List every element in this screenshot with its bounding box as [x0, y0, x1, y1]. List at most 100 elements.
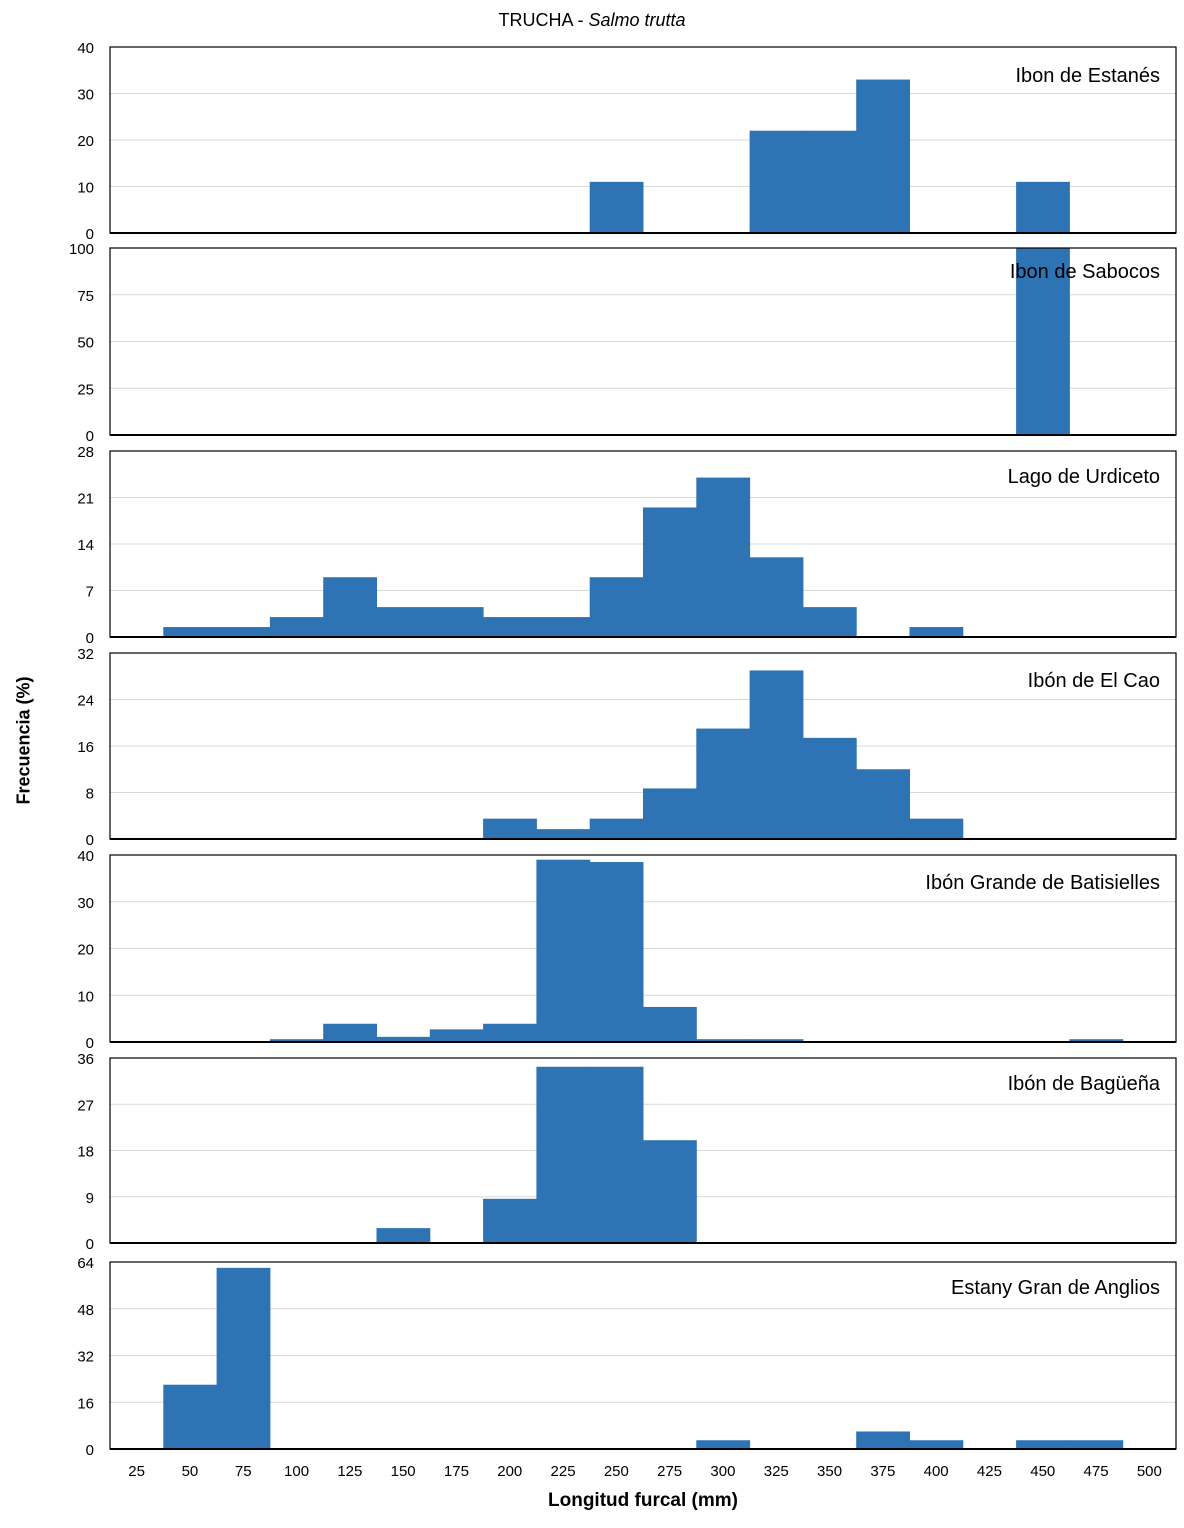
bar	[749, 557, 804, 637]
panel-label: Ibon de Sabocos	[1010, 261, 1160, 283]
bar	[696, 477, 751, 637]
bar	[323, 1023, 377, 1042]
y-tick-label: 32	[77, 646, 94, 663]
y-tick-label: 75	[77, 288, 94, 305]
x-tick-label: 225	[551, 1463, 576, 1480]
x-tick-label: 500	[1137, 1463, 1162, 1480]
x-tick-label: 250	[604, 1463, 629, 1480]
bar	[749, 1039, 804, 1042]
x-tick-label: 300	[710, 1463, 735, 1480]
y-axis-label: Frecuencia (%)	[13, 676, 34, 805]
bar	[376, 1036, 431, 1042]
bar	[376, 607, 431, 637]
bar	[483, 617, 537, 637]
bar	[589, 1066, 644, 1243]
bar	[856, 1431, 910, 1449]
chart-title: TRUCHA - Salmo trutta	[0, 10, 1184, 31]
bar	[536, 1066, 591, 1243]
bar	[909, 627, 964, 637]
y-tick-label: 0	[86, 1442, 94, 1459]
bar	[589, 181, 644, 233]
y-tick-label: 0	[86, 630, 94, 647]
y-tick-label: 16	[77, 1395, 94, 1412]
bar	[483, 818, 537, 839]
y-tick-label: 0	[86, 428, 94, 445]
y-tick-label: 10	[77, 180, 94, 197]
bar	[536, 859, 591, 1042]
bar	[749, 670, 804, 839]
y-tick-label: 30	[77, 895, 94, 912]
bar	[1016, 181, 1070, 233]
y-tick-label: 8	[86, 786, 94, 803]
y-tick-label: 14	[77, 537, 94, 554]
y-tick-label: 48	[77, 1302, 94, 1319]
y-tick-label: 40	[77, 848, 94, 865]
bar	[536, 829, 591, 839]
y-tick-label: 28	[77, 444, 94, 461]
x-tick-label: 350	[817, 1463, 842, 1480]
panel-label: Lago de Urdiceto	[1008, 466, 1160, 488]
y-tick-label: 21	[77, 491, 94, 508]
y-tick-label: 50	[77, 335, 94, 352]
panel-label: Estany Gran de Anglios	[951, 1277, 1160, 1299]
y-tick-label: 27	[77, 1097, 94, 1114]
bar	[909, 1440, 964, 1449]
y-tick-label: 100	[69, 241, 94, 258]
x-tick-label: 275	[657, 1463, 682, 1480]
x-tick-label: 50	[182, 1463, 199, 1480]
bar	[376, 1228, 431, 1243]
bar	[589, 862, 644, 1042]
y-tick-label: 36	[77, 1051, 94, 1068]
bar	[643, 788, 697, 839]
bar	[1016, 248, 1070, 435]
bar	[802, 737, 857, 839]
x-tick-label: 125	[337, 1463, 362, 1480]
y-tick-label: 16	[77, 739, 94, 756]
y-tick-label: 40	[77, 40, 94, 57]
y-tick-label: 25	[77, 381, 94, 398]
bar	[429, 607, 484, 637]
bar	[216, 627, 271, 637]
y-tick-label: 20	[77, 133, 94, 150]
x-tick-label: 325	[764, 1463, 789, 1480]
panel-label: Ibón Grande de Batisielles	[925, 872, 1160, 894]
bar	[269, 617, 324, 637]
bar	[802, 130, 857, 233]
x-tick-label: 100	[284, 1463, 309, 1480]
bar	[536, 617, 591, 637]
y-tick-label: 32	[77, 1349, 94, 1366]
y-tick-label: 30	[77, 87, 94, 104]
y-tick-label: 20	[77, 942, 94, 959]
bar	[163, 627, 218, 637]
bar	[856, 79, 910, 233]
panel-label: Ibon de Estanés	[1015, 65, 1160, 87]
y-tick-label: 18	[77, 1144, 94, 1161]
y-tick-label: 64	[77, 1255, 94, 1272]
bar	[643, 1006, 697, 1042]
y-tick-label: 0	[86, 1236, 94, 1253]
x-tick-label: 400	[924, 1463, 949, 1480]
panel-label: Ibón de El Cao	[1028, 670, 1160, 692]
bar	[323, 577, 377, 637]
bar	[216, 1267, 271, 1449]
bar	[429, 1029, 484, 1042]
bar	[643, 507, 697, 637]
bar	[589, 577, 644, 637]
bar	[696, 1039, 751, 1042]
bar	[749, 130, 804, 233]
bar	[643, 1140, 697, 1243]
bar	[269, 1039, 324, 1042]
x-axis-label: Longitud furcal (mm)	[548, 1490, 738, 1511]
bar	[856, 769, 910, 839]
bar	[1016, 1440, 1070, 1449]
chart-title-prefix: TRUCHA -	[498, 10, 589, 30]
y-tick-label: 9	[86, 1190, 94, 1207]
chart-title-species: Salmo trutta	[588, 10, 686, 30]
x-tick-label: 375	[870, 1463, 895, 1480]
x-tick-label: 475	[1084, 1463, 1109, 1480]
bar	[802, 607, 857, 637]
y-tick-label: 0	[86, 226, 94, 243]
y-tick-label: 7	[86, 584, 94, 601]
